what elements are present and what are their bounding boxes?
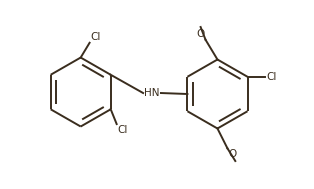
Text: Cl: Cl: [266, 72, 277, 82]
Text: O: O: [228, 149, 237, 159]
Text: Cl: Cl: [118, 125, 128, 135]
Text: HN: HN: [144, 88, 160, 98]
Text: O: O: [196, 29, 205, 39]
Text: Cl: Cl: [91, 32, 101, 42]
